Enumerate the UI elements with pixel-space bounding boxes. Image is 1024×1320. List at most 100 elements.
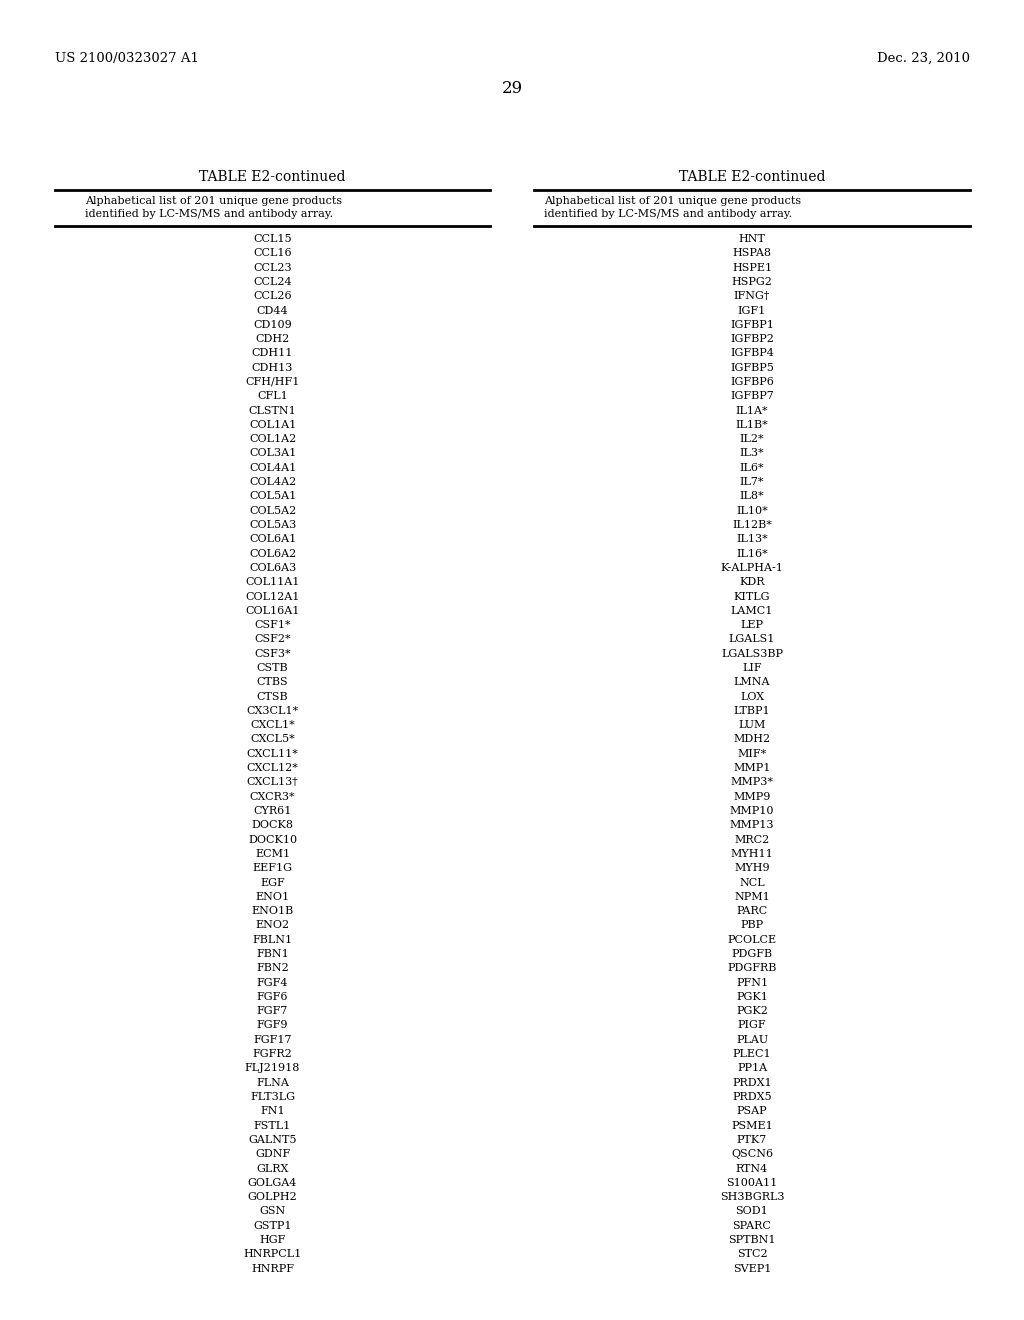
Text: FBLN1: FBLN1 — [253, 935, 293, 945]
Text: COL12A1: COL12A1 — [246, 591, 300, 602]
Text: CDH11: CDH11 — [252, 348, 293, 359]
Text: PDGFB: PDGFB — [731, 949, 772, 960]
Text: IGFBP6: IGFBP6 — [730, 378, 774, 387]
Text: CTBS: CTBS — [257, 677, 289, 688]
Text: FN1: FN1 — [260, 1106, 285, 1117]
Text: FGF4: FGF4 — [257, 978, 288, 987]
Text: COL5A1: COL5A1 — [249, 491, 296, 502]
Text: MMP13: MMP13 — [730, 820, 774, 830]
Text: CXCL1*: CXCL1* — [250, 721, 295, 730]
Text: PLEC1: PLEC1 — [733, 1049, 771, 1059]
Text: HNT: HNT — [738, 234, 765, 244]
Text: identified by LC-MS/MS and antibody array.: identified by LC-MS/MS and antibody arra… — [544, 209, 793, 219]
Text: QSCN6: QSCN6 — [731, 1150, 773, 1159]
Text: DOCK8: DOCK8 — [252, 820, 294, 830]
Text: IL1B*: IL1B* — [735, 420, 768, 430]
Text: GALNT5: GALNT5 — [248, 1135, 297, 1144]
Text: IGFBP2: IGFBP2 — [730, 334, 774, 345]
Text: IGFBP5: IGFBP5 — [730, 363, 774, 372]
Text: CFL1: CFL1 — [257, 391, 288, 401]
Text: LIF: LIF — [742, 663, 762, 673]
Text: KITLG: KITLG — [734, 591, 770, 602]
Text: LMNA: LMNA — [734, 677, 770, 688]
Text: PDGFRB: PDGFRB — [727, 964, 776, 973]
Text: PGK1: PGK1 — [736, 991, 768, 1002]
Text: MMP1: MMP1 — [733, 763, 771, 774]
Text: CCL16: CCL16 — [253, 248, 292, 259]
Text: MDH2: MDH2 — [733, 734, 771, 744]
Text: FSTL1: FSTL1 — [254, 1121, 291, 1131]
Text: GOLGA4: GOLGA4 — [248, 1177, 297, 1188]
Text: COL11A1: COL11A1 — [246, 577, 300, 587]
Text: COL6A2: COL6A2 — [249, 549, 296, 558]
Text: FGFR2: FGFR2 — [253, 1049, 293, 1059]
Text: LEP: LEP — [740, 620, 764, 630]
Text: CCL26: CCL26 — [253, 292, 292, 301]
Text: CXCL5*: CXCL5* — [250, 734, 295, 744]
Text: GSN: GSN — [259, 1206, 286, 1217]
Text: SOD1: SOD1 — [735, 1206, 768, 1217]
Text: COL6A1: COL6A1 — [249, 535, 296, 544]
Text: PLAU: PLAU — [736, 1035, 768, 1045]
Text: COL4A2: COL4A2 — [249, 477, 296, 487]
Text: SH3BGRL3: SH3BGRL3 — [720, 1192, 784, 1203]
Text: GDNF: GDNF — [255, 1150, 290, 1159]
Text: PIGF: PIGF — [737, 1020, 766, 1031]
Text: LOX: LOX — [740, 692, 764, 702]
Text: Alphabetical list of 201 unique gene products: Alphabetical list of 201 unique gene pro… — [544, 195, 801, 206]
Text: US 2100/0323027 A1: US 2100/0323027 A1 — [55, 51, 199, 65]
Text: FLNA: FLNA — [256, 1077, 289, 1088]
Text: STC2: STC2 — [736, 1249, 767, 1259]
Text: CD109: CD109 — [253, 319, 292, 330]
Text: identified by LC-MS/MS and antibody array.: identified by LC-MS/MS and antibody arra… — [85, 209, 333, 219]
Text: MRC2: MRC2 — [734, 834, 770, 845]
Text: PSAP: PSAP — [736, 1106, 767, 1117]
Text: FBN2: FBN2 — [256, 964, 289, 973]
Text: CX3CL1*: CX3CL1* — [247, 706, 299, 715]
Text: FLT3LG: FLT3LG — [250, 1092, 295, 1102]
Text: HSPG2: HSPG2 — [731, 277, 772, 286]
Text: FBN1: FBN1 — [256, 949, 289, 960]
Text: CXCL12*: CXCL12* — [247, 763, 298, 774]
Text: LUM: LUM — [738, 721, 766, 730]
Text: PTK7: PTK7 — [737, 1135, 767, 1144]
Text: IGFBP1: IGFBP1 — [730, 319, 774, 330]
Text: ENO1: ENO1 — [255, 892, 290, 902]
Text: Alphabetical list of 201 unique gene products: Alphabetical list of 201 unique gene pro… — [85, 195, 342, 206]
Text: HNRPF: HNRPF — [251, 1263, 294, 1274]
Text: SVEP1: SVEP1 — [733, 1263, 771, 1274]
Text: MYH11: MYH11 — [731, 849, 773, 859]
Text: ENO1B: ENO1B — [251, 906, 294, 916]
Text: COL6A3: COL6A3 — [249, 562, 296, 573]
Text: CDH2: CDH2 — [255, 334, 290, 345]
Text: CXCL13†: CXCL13† — [247, 777, 298, 788]
Text: IL10*: IL10* — [736, 506, 768, 516]
Text: COL5A3: COL5A3 — [249, 520, 296, 531]
Text: IL7*: IL7* — [739, 477, 764, 487]
Text: IL12B*: IL12B* — [732, 520, 772, 531]
Text: CFH/HF1: CFH/HF1 — [246, 378, 300, 387]
Text: PCOLCE: PCOLCE — [727, 935, 776, 945]
Text: FGF17: FGF17 — [253, 1035, 292, 1045]
Text: COL4A1: COL4A1 — [249, 463, 296, 473]
Text: GLRX: GLRX — [256, 1163, 289, 1173]
Text: SPTBN1: SPTBN1 — [728, 1236, 776, 1245]
Text: PSME1: PSME1 — [731, 1121, 773, 1131]
Text: CXCL11*: CXCL11* — [247, 748, 298, 759]
Text: IGFBP7: IGFBP7 — [730, 391, 774, 401]
Text: KDR: KDR — [739, 577, 765, 587]
Text: CSF2*: CSF2* — [254, 635, 291, 644]
Text: DOCK10: DOCK10 — [248, 834, 297, 845]
Text: IL1A*: IL1A* — [735, 405, 768, 416]
Text: CCL15: CCL15 — [253, 234, 292, 244]
Text: PRDX1: PRDX1 — [732, 1077, 772, 1088]
Text: PARC: PARC — [736, 906, 768, 916]
Text: IL2*: IL2* — [739, 434, 764, 445]
Text: CD44: CD44 — [257, 305, 289, 315]
Text: LTBP1: LTBP1 — [733, 706, 770, 715]
Text: CCL24: CCL24 — [253, 277, 292, 286]
Text: EEF1G: EEF1G — [253, 863, 293, 874]
Text: COL16A1: COL16A1 — [246, 606, 300, 616]
Text: LGALS1: LGALS1 — [729, 635, 775, 644]
Text: FGF7: FGF7 — [257, 1006, 288, 1016]
